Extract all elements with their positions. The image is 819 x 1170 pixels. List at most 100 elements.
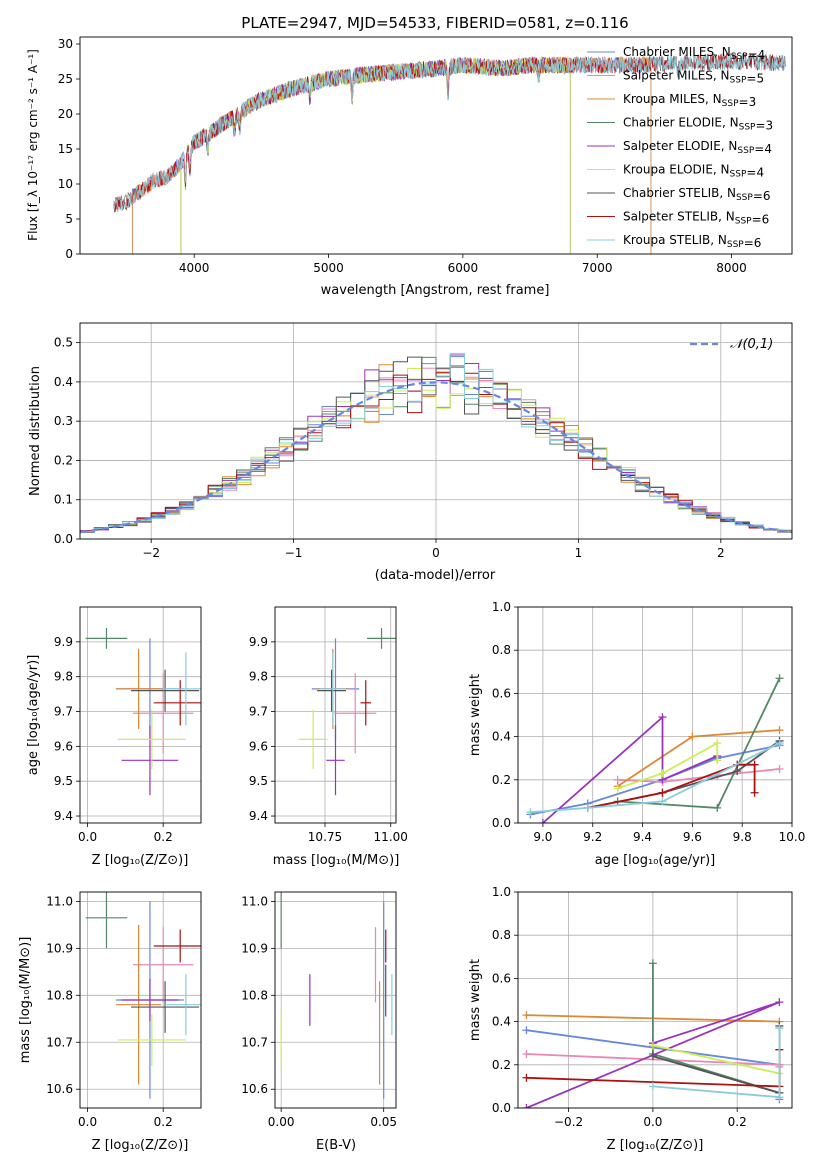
- error-bar-point: [85, 892, 128, 949]
- y-tick-label: 10.7: [241, 1035, 268, 1049]
- x-tick-label: 0.2: [728, 1115, 747, 1129]
- error-bar-point: [115, 924, 162, 1085]
- y-tick-label: 0.1: [54, 493, 73, 507]
- axes-frame: [79, 36, 793, 255]
- spectrum-line: [180, 56, 571, 254]
- weights-vs-z-panel: −0.2 0.0 0.2 0.0 0.2 0.4 0.6 0.8 1.0 Z [log₁₀(Z/Z…: [468, 885, 793, 1153]
- plot-area: [85, 627, 201, 796]
- legend-entry: Kroupa STELIB, NSSP=6: [623, 233, 761, 250]
- x-tick-label: 0.0: [78, 1115, 97, 1129]
- y-axis-label: Normed distribution: [28, 366, 43, 496]
- plus-marker: [522, 1011, 531, 1020]
- plus-marker: [775, 739, 784, 748]
- spectrum-line: [132, 56, 652, 254]
- y-tick-label: 10.9: [46, 941, 73, 955]
- error-bar-point: [326, 725, 345, 796]
- plus-marker: [713, 803, 722, 812]
- x-axis-label: Z [log₁₀(Z/Z⊙)]: [607, 1138, 704, 1153]
- y-tick-label: 10.8: [46, 988, 73, 1002]
- y-tick-label: 0.0: [492, 1101, 511, 1115]
- error-bar-point: [132, 927, 194, 1003]
- legend-entry: Chabrier STELIB, NSSP=6: [623, 186, 771, 203]
- x-axis-label: wavelength [Angstrom, rest frame]: [321, 283, 550, 298]
- axes-frame: [79, 606, 202, 824]
- plus-marker: [775, 1093, 784, 1102]
- spectrum-line: [180, 56, 571, 254]
- age-vs-z-panel: 0.0 0.2 9.4 9.5 9.6 9.7 9.8 9.9 Z [log₁₀(Z/Z⊙)] a…: [26, 606, 202, 868]
- y-axis-label: Flux [f_λ 10⁻¹⁷ erg cm⁻² s⁻¹ A⁻¹]: [26, 49, 40, 241]
- y-tick-label: 1.0: [492, 885, 511, 899]
- y-tick-label: 5: [65, 212, 73, 226]
- error-bar-point: [360, 680, 372, 726]
- weight-line: [617, 741, 719, 790]
- error-bar-point: [115, 648, 162, 729]
- y-axis-label: mass weight: [468, 674, 483, 756]
- plus-marker: [775, 674, 784, 683]
- plus-marker: [775, 1024, 784, 1033]
- y-tick-label: 10.7: [46, 1035, 73, 1049]
- axes-frame: [274, 606, 397, 824]
- error-bar-point: [317, 669, 347, 712]
- plus-marker: [658, 769, 667, 778]
- plus-marker: [538, 819, 547, 823]
- y-axis-label: mass weight: [468, 959, 483, 1041]
- plus-marker: [775, 726, 784, 735]
- y-tick-label: 9.6: [249, 739, 268, 753]
- legend-entry: Salpeter MILES, NSSP=5: [623, 69, 764, 86]
- error-bar-point: [367, 627, 396, 649]
- y-tick-label: 9.6: [54, 739, 73, 753]
- plus-marker: [713, 739, 722, 748]
- x-tick-label: 9.6: [683, 830, 702, 844]
- error-bar-point: [153, 929, 201, 963]
- plus-marker: [775, 998, 784, 1007]
- plus-marker: [688, 732, 697, 741]
- axes-frame: [517, 606, 793, 824]
- error-bar-point: [298, 709, 328, 769]
- legend-entry: Kroupa MILES, NSSP=3: [623, 92, 756, 109]
- y-tick-label: 0.0: [54, 532, 73, 546]
- x-tick-label: 7000: [582, 261, 613, 275]
- plus-marker: [648, 959, 657, 968]
- y-tick-label: 0.2: [54, 453, 73, 467]
- x-axis-label: E(B-V): [316, 1138, 356, 1153]
- x-tick-label: 0.00: [268, 1115, 295, 1129]
- figure-title: PLATE=2947, MJD=54533, FIBERID=0581, z=0…: [241, 14, 628, 32]
- x-tick-label: 5000: [313, 261, 344, 275]
- x-axis-label: mass [log₁₀(M/M⊙)]: [273, 853, 400, 868]
- weight-series: [613, 674, 784, 812]
- x-tick-label: 1: [575, 546, 583, 560]
- x-tick-label: 9.2: [583, 830, 602, 844]
- weights-vs-age-panel: 9.0 9.2 9.4 9.6 9.8 10.0 0.0 0.2 0.4 0.6 0.8 1.0 age…: [468, 600, 805, 868]
- x-axis-label: Z [log₁₀(Z/Z⊙)]: [92, 1138, 189, 1153]
- y-tick-label: 1.0: [492, 600, 511, 614]
- plus-marker: [526, 808, 535, 817]
- spectrum-line: [113, 53, 786, 212]
- error-bar-point: [132, 673, 194, 754]
- y-tick-label: 0.6: [492, 686, 511, 700]
- x-tick-label: 6000: [448, 261, 479, 275]
- plus-marker: [658, 713, 667, 722]
- x-tick-label: −1: [285, 546, 303, 560]
- error-bar-point: [121, 725, 179, 796]
- error-bar-point: [85, 627, 128, 649]
- x-tick-label: −0.2: [554, 1115, 583, 1129]
- y-tick-label: 11.0: [241, 894, 268, 908]
- axes-frame: [79, 322, 793, 540]
- plot-area: [526, 674, 784, 823]
- axes-frame: [517, 891, 793, 1109]
- x-tick-label: 0.2: [154, 830, 173, 844]
- error-bar-point: [319, 652, 347, 726]
- error-bar-point: [121, 978, 179, 1022]
- y-tick-label: 9.8: [54, 670, 73, 684]
- plot-area: [80, 352, 792, 535]
- y-tick-label: 9.7: [249, 705, 268, 719]
- weight-series: [648, 1024, 784, 1102]
- x-tick-label: 0: [432, 546, 440, 560]
- weight-line: [587, 763, 756, 809]
- y-tick-label: 9.5: [54, 774, 73, 788]
- y-tick-label: 10: [58, 177, 73, 191]
- x-tick-label: −2: [142, 546, 160, 560]
- legend-entry: Salpeter ELODIE, NSSP=4: [623, 139, 772, 156]
- x-tick-label: 0.0: [78, 830, 97, 844]
- y-tick-label: 0.4: [492, 1015, 511, 1029]
